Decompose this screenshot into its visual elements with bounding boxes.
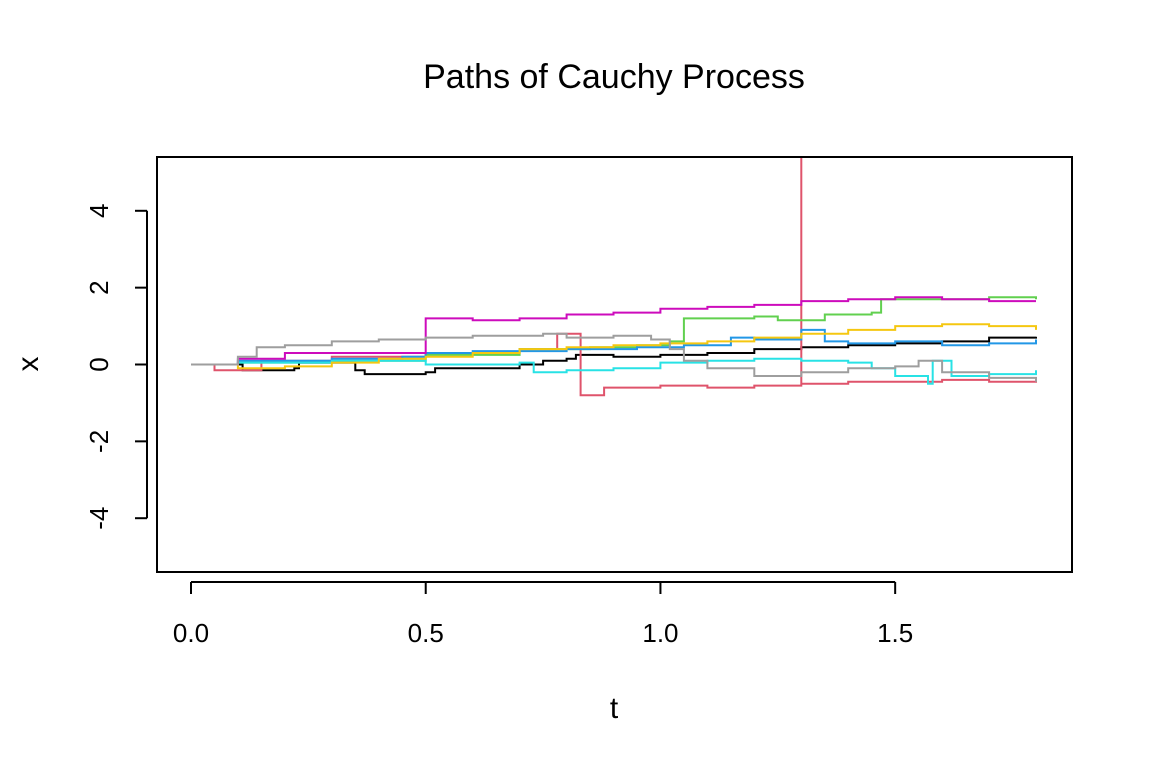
x-axis: 0.0 0.5 1.0 1.5 <box>173 581 913 648</box>
y-tick-label: -4 <box>84 507 114 530</box>
x-tick-label: 1.5 <box>877 618 913 648</box>
y-axis: -4 -2 0 2 4 <box>84 204 148 530</box>
series-line-7 <box>191 323 1037 370</box>
y-tick-label: -2 <box>84 430 114 453</box>
x-tick-label: 0.5 <box>408 618 444 648</box>
series-line-5 <box>191 357 1037 385</box>
series-line-4 <box>191 328 1037 366</box>
x-tick-label: 0.0 <box>173 618 209 648</box>
y-tick-label: 0 <box>84 357 114 371</box>
series-line-6 <box>191 296 1036 366</box>
plot-frame <box>156 156 1073 573</box>
series-layer <box>191 157 1037 397</box>
chart-title: Paths of Cauchy Process <box>423 58 805 96</box>
series-line-2 <box>191 157 1037 397</box>
x-axis-label: t <box>610 692 619 725</box>
series-line-8 <box>191 332 1037 382</box>
y-tick-label: 4 <box>84 204 114 218</box>
y-tick-label: 2 <box>84 280 114 294</box>
y-axis-label: x <box>12 357 45 372</box>
x-tick-label: 1.0 <box>642 618 678 648</box>
